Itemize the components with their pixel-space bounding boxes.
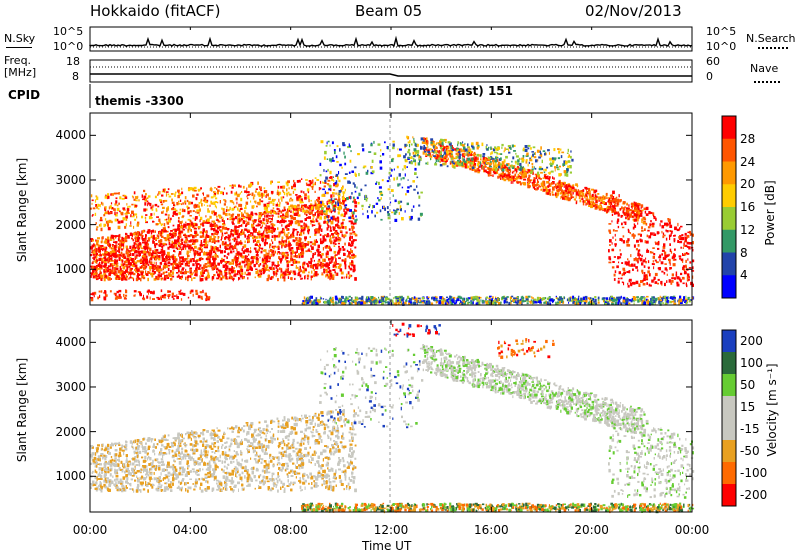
power-nearrange-band <box>90 289 211 302</box>
noise-tick-top-right: 10^5 <box>706 25 737 38</box>
velocity-patch-red <box>392 322 441 338</box>
freq-label: Freq. <box>4 54 32 67</box>
velocity-ground-speckle <box>300 502 695 514</box>
xtick-label-0: 00:00 <box>72 523 108 537</box>
power-colorbar-swatch-1 <box>722 138 736 162</box>
power-cbar-tick-2: 20 <box>740 177 756 192</box>
velocity-patch-orange <box>497 338 555 359</box>
velocity-ylabel: Slant Range [km] <box>15 357 29 463</box>
power-cbar-tick-4: 12 <box>740 222 756 237</box>
xtick-label-4: 16:00 <box>474 523 509 537</box>
ytick-label-1-3: 4000 <box>55 335 86 350</box>
velocity-cbar-tick-1: 100 <box>740 356 763 370</box>
velocity-colorbar-swatch-2 <box>722 374 736 397</box>
power-cluster-morning <box>90 196 358 282</box>
velocity-cbar-tick-5: -50 <box>740 444 760 458</box>
ytick-label-0-3: 4000 <box>55 128 86 143</box>
xtick-label-3: 12:00 <box>373 523 409 537</box>
power-ground-speckle <box>301 295 695 306</box>
noise-tick-top-left: 10^5 <box>53 25 84 38</box>
cpid-segment-1: themis -3300 <box>95 94 184 108</box>
ytick-label-1-0: 1000 <box>55 469 86 484</box>
power-cbar-tick-0: 28 <box>740 131 756 146</box>
power-cbar-tick-3: 16 <box>740 200 756 214</box>
velocity-colorbar-label: Velocity [m s⁻¹] <box>765 363 779 457</box>
nsearch-label: N.Search <box>746 32 796 45</box>
ytick-label-0-0: 1000 <box>55 262 86 277</box>
power-fringe-morning <box>90 175 346 232</box>
nave-tick-bottom: 0 <box>706 70 713 83</box>
nsky-series <box>89 35 693 48</box>
velocity-cluster-morning <box>90 409 357 493</box>
velocity-cluster-evening <box>608 407 695 499</box>
power-colorbar-swatch-6 <box>722 252 736 276</box>
nsky-label: N.Sky <box>4 32 36 45</box>
freq-unit: [MHz] <box>4 66 37 79</box>
velocity-cbar-tick-6: -100 <box>740 466 768 480</box>
velocity-colorbar-swatch-1 <box>722 352 736 375</box>
power-colorbar-swatch-7 <box>722 275 736 299</box>
ytick-label-0-1: 2000 <box>55 217 86 232</box>
cpid-label: CPID <box>8 88 41 102</box>
power-scatter-noon <box>319 140 423 223</box>
noise-tick-bottom-left: 10^0 <box>53 40 84 53</box>
freq-panel-frame <box>89 59 693 83</box>
power-colorbar-swatch-4 <box>722 207 736 231</box>
power-colorbar-swatch-0 <box>722 116 736 140</box>
velocity-scatter-noon <box>319 347 424 429</box>
velocity-cbar-tick-2: 50 <box>740 378 756 392</box>
velocity-cbar-tick-7: -200 <box>740 488 768 502</box>
power-cbar-tick-1: 24 <box>740 154 756 169</box>
power-colorbar-swatch-2 <box>722 161 736 185</box>
freq-tick-bottom: 8 <box>72 70 79 83</box>
xtick-label-6: 00:00 <box>674 523 710 537</box>
velocity-cbar-tick-0: 200 <box>740 334 763 348</box>
nsearch-legend-line <box>758 47 788 49</box>
power-colorbar-swatch-5 <box>722 229 736 253</box>
velocity-cbar-tick-4: -15 <box>740 422 760 436</box>
velocity-cbar-tick-3: 15 <box>740 400 756 414</box>
velocity-arc-afternoon <box>421 344 647 438</box>
xtick-label-2: 08:00 <box>273 523 308 537</box>
date-title: 02/Nov/2013 <box>585 2 682 20</box>
nave-label: Nave <box>750 62 779 75</box>
power-colorbar-frame <box>721 115 737 299</box>
station-title: Hokkaido (fitACF) <box>90 2 221 20</box>
power-upper-afternoon <box>403 135 574 177</box>
nave-tick-top: 60 <box>706 55 720 68</box>
power-cbar-tick-5: 8 <box>740 245 748 260</box>
noise-tick-bottom-right: 10^0 <box>706 40 737 53</box>
velocity-colorbar-swatch-5 <box>722 440 736 463</box>
cpid-segment-2: normal (fast) 151 <box>395 84 513 98</box>
nave-legend-line <box>754 81 780 83</box>
freq-series <box>90 73 692 77</box>
x-axis-label: Time UT <box>362 539 412 553</box>
power-cluster-evening <box>607 190 695 288</box>
velocity-colorbar-frame <box>721 329 737 507</box>
ytick-label-1-1: 2000 <box>55 424 86 439</box>
velocity-colorbar-swatch-0 <box>722 330 736 353</box>
velocity-colorbar-swatch-4 <box>722 418 736 441</box>
xtick-label-1: 04:00 <box>173 523 208 537</box>
xtick-label-5: 20:00 <box>574 523 609 537</box>
velocity-colorbar-swatch-6 <box>722 462 736 485</box>
ytick-label-0-2: 3000 <box>55 172 86 187</box>
nsky-legend-line <box>6 47 32 48</box>
power-cbar-tick-6: 4 <box>740 268 748 283</box>
freq-tick-top: 18 <box>66 55 80 68</box>
velocity-colorbar-swatch-3 <box>722 396 736 419</box>
power-colorbar-label: Power [dB] <box>763 180 777 246</box>
ytick-label-1-2: 3000 <box>55 379 86 394</box>
beam-title: Beam 05 <box>355 2 423 20</box>
power-colorbar-swatch-3 <box>722 184 736 208</box>
velocity-colorbar-swatch-7 <box>722 484 736 507</box>
power-ylabel: Slant Range [km] <box>15 157 29 263</box>
